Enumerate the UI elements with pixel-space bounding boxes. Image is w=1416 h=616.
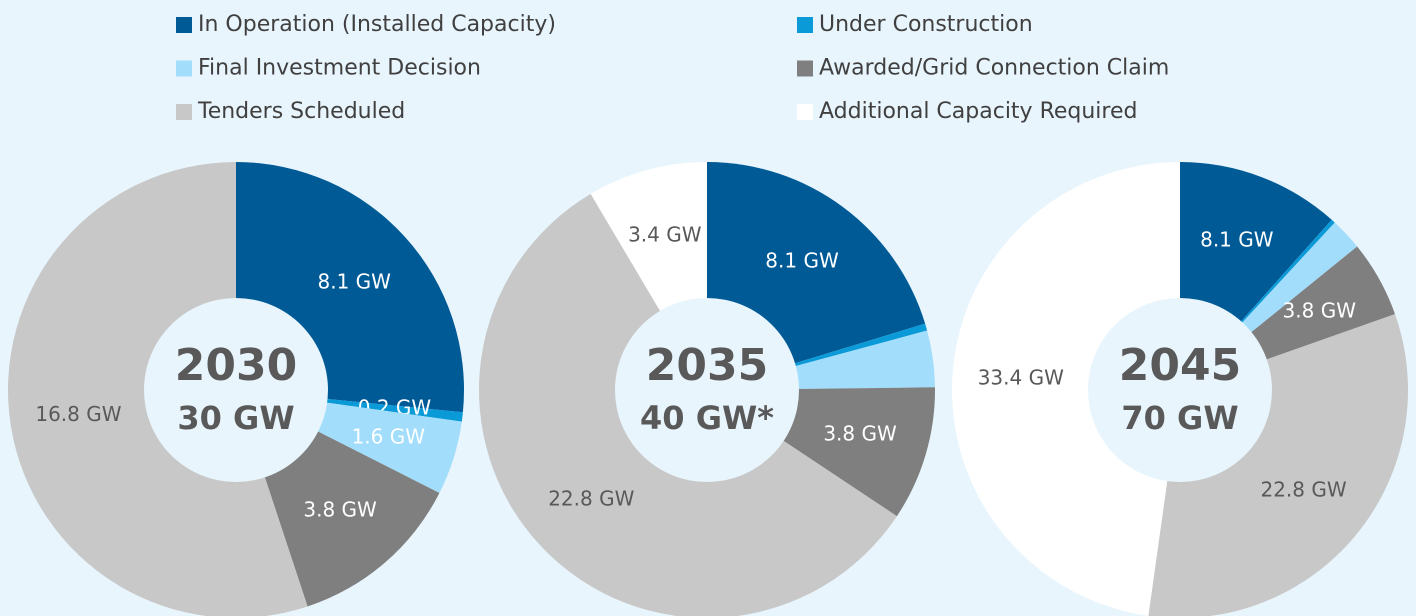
data-label: 3.8 GW [1283, 299, 1357, 323]
data-label: 16.8 GW [35, 402, 121, 426]
legend-swatch [176, 17, 192, 33]
legend-label: Final Investment Decision [198, 56, 481, 81]
data-label: 22.8 GW [548, 486, 634, 510]
data-label: 3.8 GW [823, 422, 897, 446]
legend-swatch [176, 104, 192, 120]
donut-hole [615, 298, 799, 482]
chart-title: 2030 [175, 340, 297, 391]
data-label: 3.8 GW [303, 497, 377, 521]
legend-label: Tenders Scheduled [197, 99, 405, 124]
legend-label: Additional Capacity Required [819, 99, 1137, 124]
legend-label: Under Construction [819, 12, 1033, 37]
data-label: 3.4 GW [628, 223, 702, 247]
data-label: 8.1 GW [1200, 227, 1274, 251]
data-label: 22.8 GW [1260, 478, 1346, 502]
data-label: 33.4 GW [978, 365, 1064, 389]
chart-subtitle: 40 GW* [640, 399, 774, 437]
data-label: 8.1 GW [318, 269, 392, 293]
legend-swatch [176, 60, 192, 77]
donut-hole [1088, 298, 1272, 482]
legend-swatch [797, 104, 813, 120]
legend-label: In Operation (Installed Capacity) [198, 12, 556, 37]
legend-label: Awarded/Grid Connection Claim [819, 56, 1169, 81]
data-label: 8.1 GW [765, 248, 839, 272]
legend-swatch [797, 17, 813, 33]
chart-title: 2035 [646, 340, 768, 391]
pie-slice [952, 162, 1180, 616]
chart-subtitle: 70 GW [1121, 399, 1238, 437]
legend-swatch [797, 60, 813, 77]
data-label: 1.6 GW [352, 424, 426, 448]
donut-hole [144, 298, 328, 482]
chart-subtitle: 30 GW [177, 399, 294, 437]
chart-title: 2045 [1119, 340, 1241, 391]
